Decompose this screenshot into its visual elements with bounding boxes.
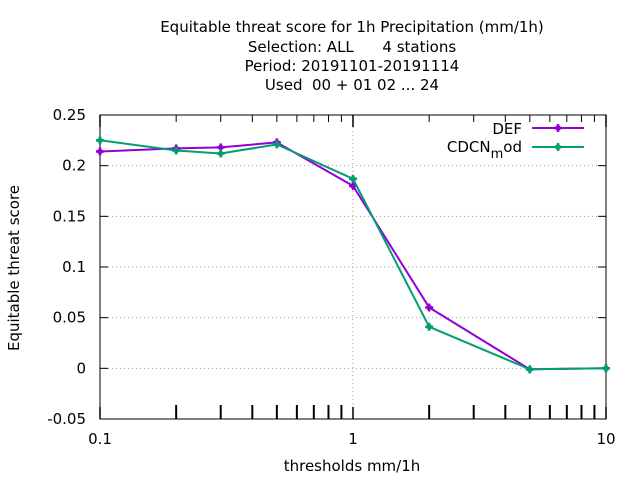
legend-label-cdcn-main: CDCN (447, 138, 491, 156)
series-1-point-3-dot (274, 141, 280, 148)
legend-item-cdcn-mod: CDCNmod (447, 138, 584, 162)
legend-marker-cdcn-mod (554, 143, 562, 151)
series-1-point-2 (216, 149, 225, 158)
grid (99, 114, 607, 420)
legend-marker-1-shape-dot (555, 144, 561, 150)
plot-area (96, 136, 610, 374)
chart-title: Equitable threat score for 1h Precipitat… (160, 18, 544, 94)
series-1-point-4-dot (350, 176, 356, 182)
series-1-point-7-dot (603, 365, 609, 372)
legend-marker-0-shape-dot (555, 125, 561, 131)
series-line-0 (99, 141, 607, 371)
legend-label-cdcn-sub: m (491, 147, 504, 162)
series-1-point-4 (349, 174, 357, 183)
legend-label-def: DEF (492, 120, 522, 138)
legend-marker-0-shape (554, 124, 562, 132)
x-axis-label: thresholds mm/1h (284, 457, 421, 475)
series-line-1 (99, 139, 607, 371)
title-line-4: Used 00 + 01 02 ... 24 (265, 76, 439, 94)
x-tick-label-2: 10 (596, 430, 615, 448)
title-line-2: Selection: ALL 4 stations (248, 38, 456, 56)
series-0-point-0-dot (97, 148, 103, 155)
series-1-point-0-dot (97, 137, 103, 144)
series-1-point-6 (525, 365, 534, 374)
ticks: -0.05 0 0.05 0.1 0.15 0.2 0.25 0.1 1 10 (47, 106, 615, 448)
legend-label-cdcn-mod: CDCNmod (447, 138, 522, 162)
y-tick-label-1: 0 (76, 359, 86, 377)
x-tick-label-0: 0.1 (88, 430, 112, 448)
series-0-point-5 (425, 303, 434, 312)
series-1-point-2-dot (217, 150, 224, 157)
series-1-point-5-dot (426, 323, 432, 330)
title-line-3: Period: 20191101-20191114 (245, 57, 460, 75)
series-1-point-1-dot (173, 147, 179, 154)
series-1-point-5 (425, 322, 434, 331)
series-0-point-0 (96, 147, 104, 156)
legend-item-def: DEF (492, 120, 584, 138)
y-tick-label-2: 0.05 (53, 309, 86, 327)
legend-marker-1-shape (554, 143, 562, 151)
series-1-point-7 (602, 364, 610, 373)
y-axis-label: Equitable threat score (5, 185, 23, 351)
y-tick-label-4: 0.15 (53, 207, 86, 225)
x-tick-label-1: 1 (348, 430, 358, 448)
series-1-point-0 (96, 136, 104, 145)
legend-label-cdcn-tail: od (503, 138, 522, 156)
series-0-point-5-dot (426, 304, 432, 311)
series-1-point-3 (272, 140, 281, 149)
series-1-point-6-dot (527, 366, 533, 373)
series-0-point-4-dot (350, 183, 356, 189)
y-tick-label-5: 0.2 (62, 157, 86, 175)
y-tick-label-6: 0.25 (53, 106, 86, 124)
y-tick-label-3: 0.1 (62, 258, 86, 276)
legend: DEF CDCNmod (447, 120, 584, 162)
series-0-point-2-dot (217, 144, 224, 151)
series-1-point-1 (172, 146, 181, 155)
y-tick-label-0: -0.05 (47, 410, 86, 428)
title-line-1: Equitable threat score for 1h Precipitat… (160, 18, 544, 36)
legend-marker-def (554, 124, 562, 132)
